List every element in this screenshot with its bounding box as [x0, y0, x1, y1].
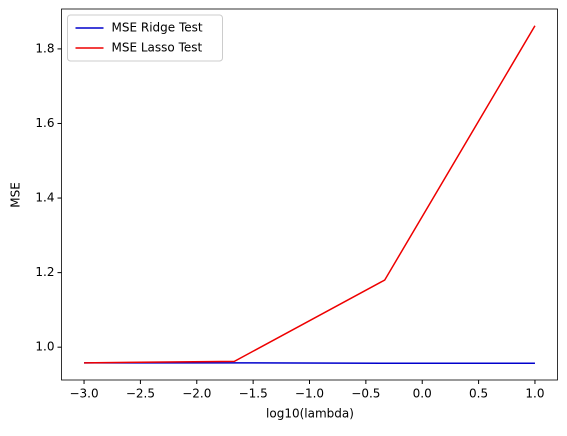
x-tick-label: 1.0 — [525, 387, 544, 401]
y-tick-label: 1.4 — [35, 191, 54, 205]
line — [84, 26, 535, 363]
x-tick-label: −2.0 — [182, 387, 211, 401]
legend-label: MSE Lasso Test — [112, 41, 203, 55]
x-tick-label: −0.5 — [351, 387, 380, 401]
y-tick-label: 1.6 — [35, 116, 54, 130]
y-tick-label: 1.2 — [35, 265, 54, 279]
x-tick-label: 0.0 — [413, 387, 432, 401]
x-tick-label: 0.5 — [469, 387, 488, 401]
plot-frame — [62, 9, 558, 380]
y-tick-label: 1.8 — [35, 41, 54, 55]
x-axis-label: log10(lambda) — [266, 407, 354, 421]
x-tick-label: −2.5 — [126, 387, 155, 401]
legend-label: MSE Ridge Test — [112, 21, 203, 35]
y-axis-label: MSE — [9, 182, 23, 208]
x-tick-label: −1.5 — [239, 387, 268, 401]
x-tick-label: −1.0 — [295, 387, 324, 401]
y-tick-label: 1.0 — [35, 340, 54, 354]
x-tick-label: −3.0 — [69, 387, 98, 401]
